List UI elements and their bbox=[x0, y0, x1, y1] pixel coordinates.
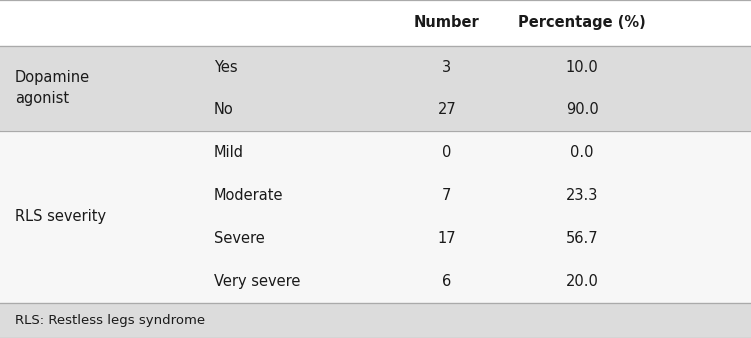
Text: RLS severity: RLS severity bbox=[15, 209, 106, 224]
Text: 27: 27 bbox=[438, 102, 456, 117]
Text: Moderate: Moderate bbox=[214, 188, 284, 203]
Text: Percentage (%): Percentage (%) bbox=[518, 15, 646, 30]
Text: 17: 17 bbox=[438, 231, 456, 246]
Text: No: No bbox=[214, 102, 234, 117]
Text: Very severe: Very severe bbox=[214, 273, 300, 289]
Text: Severe: Severe bbox=[214, 231, 265, 246]
Text: 0.0: 0.0 bbox=[570, 145, 594, 160]
Text: 7: 7 bbox=[442, 188, 451, 203]
Text: Mild: Mild bbox=[214, 145, 244, 160]
Bar bbox=[0, 131, 751, 174]
Bar bbox=[0, 89, 751, 131]
Text: 3: 3 bbox=[442, 59, 451, 75]
Text: RLS: Restless legs syndrome: RLS: Restless legs syndrome bbox=[15, 314, 205, 327]
Text: 90.0: 90.0 bbox=[566, 102, 599, 117]
Text: Dopamine
agonist: Dopamine agonist bbox=[15, 70, 90, 106]
Text: 56.7: 56.7 bbox=[566, 231, 599, 246]
Text: 10.0: 10.0 bbox=[566, 59, 599, 75]
Bar bbox=[0, 174, 751, 217]
Text: Number: Number bbox=[414, 15, 480, 30]
Bar bbox=[0, 260, 751, 303]
Bar bbox=[0, 217, 751, 260]
Bar bbox=[0, 0, 751, 46]
Bar bbox=[0, 303, 751, 338]
Bar bbox=[0, 46, 751, 89]
Text: 23.3: 23.3 bbox=[566, 188, 599, 203]
Text: Yes: Yes bbox=[214, 59, 237, 75]
Text: 0: 0 bbox=[442, 145, 451, 160]
Text: 6: 6 bbox=[442, 273, 451, 289]
Text: 20.0: 20.0 bbox=[566, 273, 599, 289]
